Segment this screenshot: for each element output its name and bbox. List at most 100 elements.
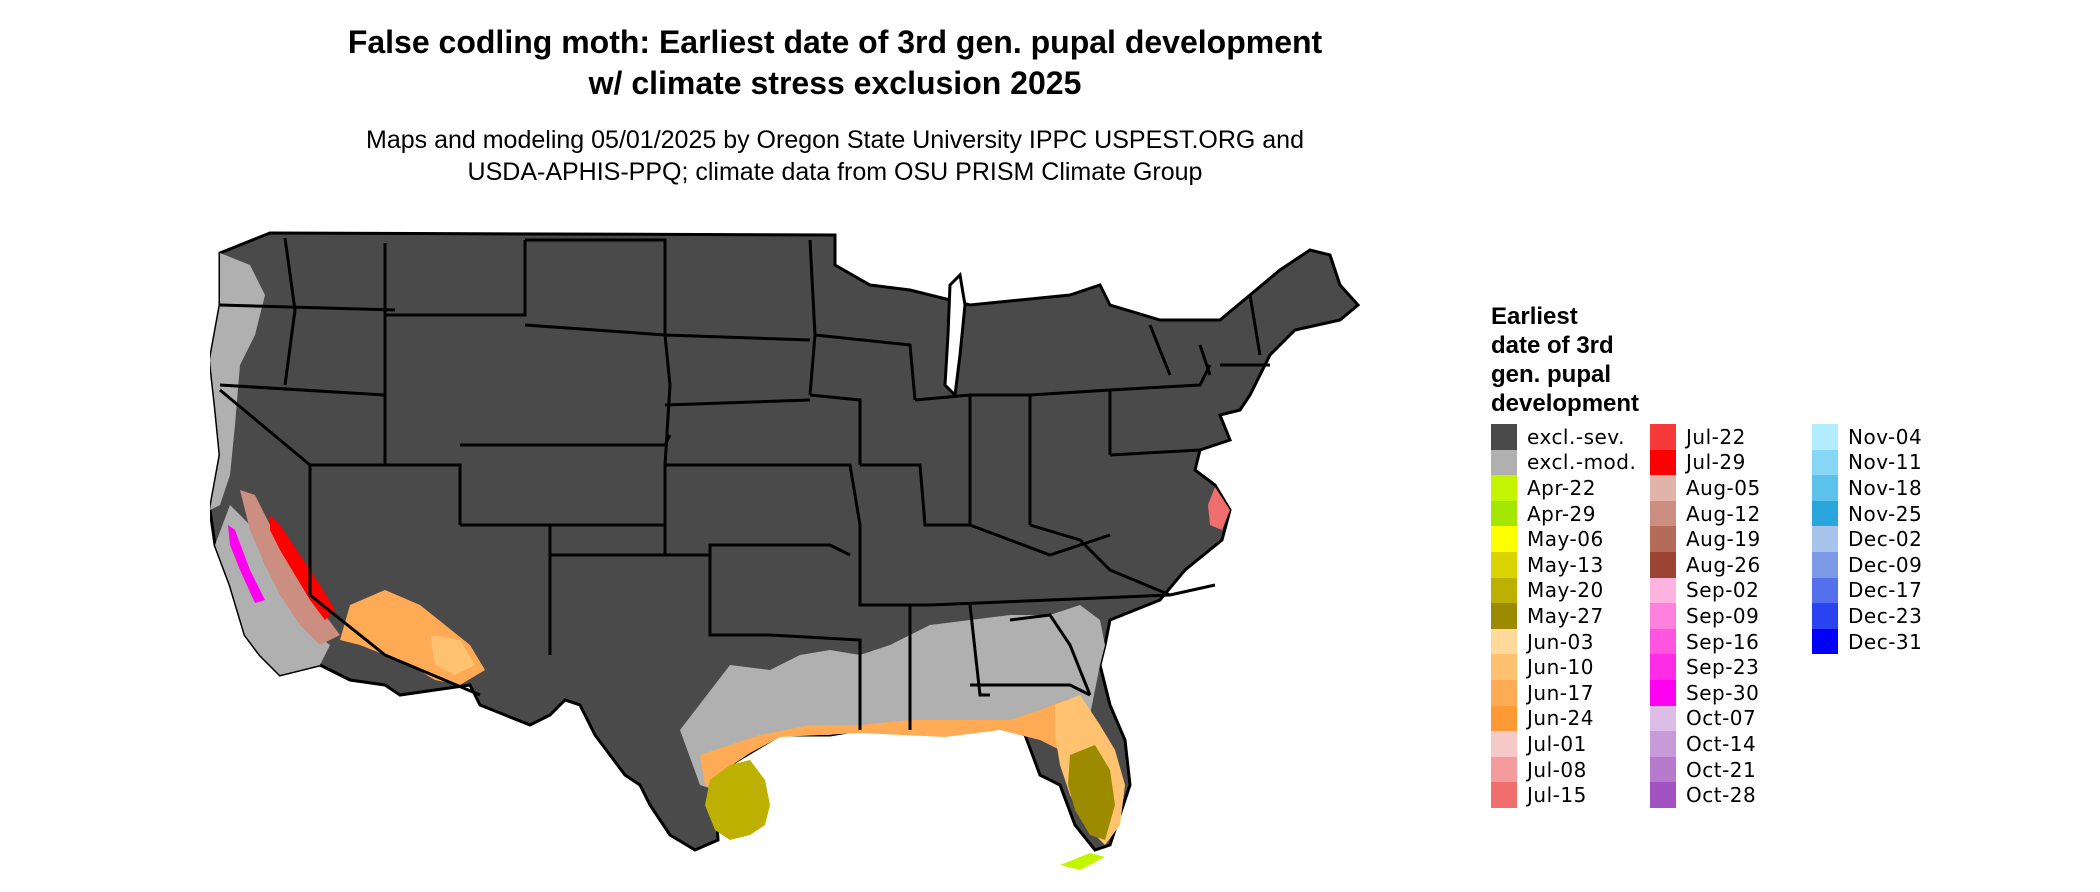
legend-swatch: [1650, 475, 1676, 501]
legend-item: Nov-18: [1812, 475, 1922, 501]
map-subtitle: Maps and modeling 05/01/2025 by Oregon S…: [0, 124, 1670, 188]
legend-label: Dec-31: [1848, 629, 1923, 654]
us-land-excl-severe: [210, 231, 1361, 852]
south-excl-moderate: [680, 605, 1105, 790]
legend-item: Sep-09: [1650, 603, 1761, 629]
legend-item: May-20: [1491, 577, 1636, 604]
legend-item: Aug-05: [1650, 475, 1761, 501]
california-magenta-coast: [228, 525, 265, 603]
legend-item: Jul-29: [1650, 449, 1761, 476]
legend-label: Jun-03: [1527, 629, 1594, 654]
legend-label: Apr-29: [1527, 501, 1596, 526]
legend-swatch: [1491, 526, 1517, 552]
legend-item: excl.-mod.: [1491, 449, 1637, 476]
legend-swatch: [1812, 551, 1838, 578]
legend-label: Oct-21: [1686, 757, 1757, 782]
legend-swatch: [1491, 756, 1517, 783]
legend-label: Jun-17: [1527, 680, 1594, 705]
legend-item: Sep-23: [1650, 654, 1761, 680]
legend-swatch: [1650, 526, 1676, 552]
legend-label: May-13: [1527, 552, 1604, 577]
legend-swatch: [1650, 603, 1676, 629]
legend-label: Aug-12: [1686, 501, 1761, 526]
legend-item: Aug-26: [1650, 551, 1761, 578]
legend-label: excl.-mod.: [1527, 450, 1637, 475]
legend-label: May-06: [1527, 527, 1604, 552]
legend-swatch: [1812, 475, 1838, 501]
arizona-yellow-desert: [430, 635, 475, 675]
legend-label: Dec-17: [1848, 578, 1923, 603]
legend-item: May-06: [1491, 526, 1636, 552]
legend-label: Nov-11: [1848, 450, 1923, 475]
legend-item: Nov-11: [1812, 449, 1923, 476]
legend-swatch: [1650, 500, 1676, 527]
legend-label: Oct-14: [1686, 731, 1757, 756]
legend-item: Nov-04: [1812, 424, 1922, 450]
legend-item: Jul-01: [1491, 731, 1636, 757]
legend-swatch: [1650, 551, 1676, 578]
legend-item: Jul-08: [1491, 756, 1636, 783]
west-coast-excl-moderate: [210, 253, 265, 510]
legend-swatch: [1812, 424, 1838, 450]
title-line-1: False codling moth: Earliest date of 3rd…: [347, 24, 1323, 60]
legend-label: Jul-22: [1686, 424, 1746, 449]
legend-label: Nov-25: [1848, 501, 1923, 526]
legend-label: Dec-02: [1848, 527, 1923, 552]
legend-swatch: [1491, 551, 1517, 578]
map-title: False codling moth: Earliest date of 3rd…: [0, 22, 1670, 104]
legend-item: Dec-09: [1812, 551, 1923, 578]
legend-item: Sep-16: [1650, 628, 1761, 655]
legend-swatch: [1491, 705, 1517, 732]
legend-label: Jul-29: [1686, 450, 1746, 475]
legend-label: May-27: [1527, 603, 1604, 628]
legend-label: Jun-24: [1527, 706, 1594, 731]
legend-item: Dec-17: [1812, 577, 1923, 604]
legend-title-line: development: [1491, 390, 1640, 417]
lake-michigan: [943, 271, 967, 399]
legend-swatch: [1491, 449, 1517, 476]
legend-title-line: date of 3rd: [1491, 332, 1614, 359]
legend-label: excl.-sev.: [1527, 424, 1625, 449]
legend-item: Sep-02: [1650, 577, 1761, 604]
legend-swatch: [1812, 577, 1838, 604]
legend-swatch: [1812, 526, 1838, 552]
legend-swatch: [1491, 782, 1517, 808]
legend-swatch: [1491, 654, 1517, 680]
legend-label: Sep-16: [1686, 629, 1760, 654]
legend-swatch: [1650, 679, 1676, 706]
legend-item: Aug-19: [1650, 526, 1761, 552]
florida-may: [1068, 745, 1115, 840]
legend-label: Jul-08: [1527, 757, 1587, 782]
legend-swatch: [1650, 731, 1676, 757]
legend-label: Sep-30: [1686, 680, 1760, 705]
legend-swatch: [1650, 577, 1676, 604]
florida-keys-apr: [1060, 853, 1105, 870]
legend-label: Nov-04: [1848, 424, 1923, 449]
legend-swatch: [1650, 424, 1676, 450]
legend-item: Oct-21: [1650, 756, 1761, 783]
legend-item: Dec-31: [1812, 628, 1923, 655]
legend-label: Dec-09: [1848, 552, 1923, 577]
legend-column-2: Jul-22 Jul-29 Aug-05 Aug-12 Aug-19 Aug-26 Sep-…: [1650, 424, 1761, 808]
legend-item: May-27: [1491, 603, 1636, 629]
title-line-2: w/ climate stress exclusion 2025: [588, 65, 1082, 101]
legend-item: Dec-02: [1812, 526, 1922, 552]
legend-column-1: excl.-sev. excl.-mod. Apr-22 Apr-29 May-06 Ma…: [1491, 424, 1636, 808]
legend-item: Nov-25: [1812, 500, 1923, 527]
legend-label: Dec-23: [1848, 603, 1923, 628]
legend-swatch: [1812, 628, 1838, 655]
legend-label: Apr-22: [1527, 475, 1596, 500]
california-excl-moderate: [215, 505, 330, 675]
legend-swatch: [1491, 577, 1517, 604]
legend-item: Dec-23: [1812, 603, 1922, 629]
subtitle-line-2: USDA-APHIS-PPQ; climate data from OSU PR…: [467, 158, 1203, 186]
legend-item: Sep-30: [1650, 679, 1761, 706]
legend-label: Oct-28: [1686, 783, 1757, 808]
legend-swatch: [1812, 603, 1838, 629]
legend-item: Oct-28: [1650, 782, 1761, 808]
legend-item: Oct-07: [1650, 705, 1761, 732]
legend-label: May-20: [1527, 578, 1604, 603]
california-red-zone: [270, 515, 335, 620]
legend-swatch: [1491, 500, 1517, 527]
legend-swatch: [1491, 628, 1517, 655]
